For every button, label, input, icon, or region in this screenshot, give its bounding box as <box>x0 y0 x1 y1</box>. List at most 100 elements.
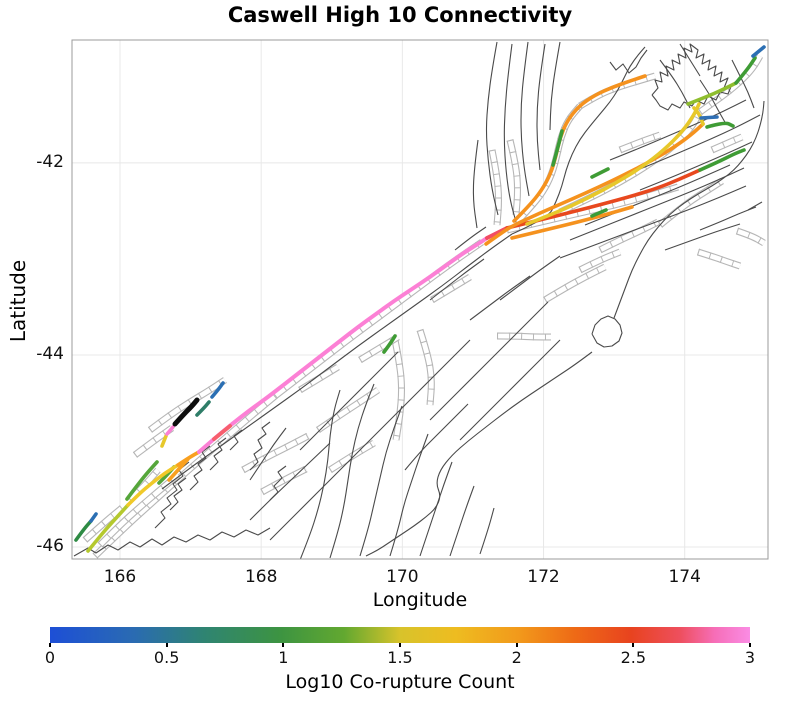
fault-subsection-chain-fill <box>273 240 484 398</box>
colorbar-tick <box>49 643 51 647</box>
fault-trace <box>651 43 733 111</box>
fault-trace <box>472 139 479 229</box>
fault-subsection-chain-fill <box>489 149 501 226</box>
rupture-trace <box>165 425 175 436</box>
fault-subsection-rungs <box>657 178 724 228</box>
fault-subsection-chain-fill <box>392 339 404 441</box>
colorbar-tick <box>749 643 751 647</box>
colorbar-tick-label: 2.5 <box>620 648 647 667</box>
fault-subsection-chain-fill <box>619 132 661 153</box>
fault-subsection-chain-fill <box>697 249 741 269</box>
colorbar-tick-label: 1 <box>278 648 289 667</box>
rupture-trace <box>484 122 705 246</box>
fault-trace <box>659 59 691 109</box>
fault-trace <box>389 433 429 557</box>
colorbar-tick <box>165 643 168 647</box>
y-tick-label: -42 <box>36 151 64 172</box>
rupture-trace <box>699 115 719 120</box>
fault-trace <box>459 339 561 441</box>
fault-subsection-chain-fill <box>578 249 621 273</box>
rupture-trace <box>176 450 201 467</box>
colorbar-label: Log10 Co-rupture Count <box>285 671 515 693</box>
fault-subsection-chain-fill <box>316 388 380 432</box>
colorbar <box>50 627 750 643</box>
fault-trace <box>536 43 546 171</box>
rupture-trace <box>590 167 610 179</box>
fault-trace <box>229 429 243 451</box>
fault-trace <box>520 41 530 197</box>
colorbar-tick-label: 2 <box>511 648 522 667</box>
rupture-trace <box>210 381 225 399</box>
fault-trace <box>429 301 549 421</box>
fault-subsection-chain-fill <box>241 433 310 473</box>
fault-trace <box>169 477 187 511</box>
colorbar-tick <box>399 643 401 647</box>
fault-trace <box>499 255 561 301</box>
fault-subsection-chain-fill <box>128 468 160 502</box>
fault-subsection-rungs <box>92 393 278 559</box>
y-tick-label: -44 <box>36 343 64 364</box>
fault-trace <box>429 258 485 301</box>
x-axis-label: Longitude <box>372 589 468 611</box>
page-title: Caswell High 10 Connectivity <box>227 3 573 27</box>
y-tick-label: -46 <box>36 535 64 556</box>
rupture-trace <box>74 519 93 542</box>
rupture-trace <box>705 121 735 129</box>
fault-trace <box>161 233 513 490</box>
x-tick-label: 170 <box>386 567 419 587</box>
fault-subsection-chain-fill <box>598 219 660 253</box>
fault-trace <box>249 427 287 481</box>
fault-trace <box>699 206 757 231</box>
fault-trace <box>359 405 403 557</box>
x-tick-label: 172 <box>527 567 560 587</box>
rupture-trace <box>172 397 200 427</box>
rupture-trace <box>89 512 98 523</box>
rupture-trace <box>686 81 738 106</box>
rupture-trace <box>698 148 746 172</box>
colorbar-tick <box>632 643 635 647</box>
fault-subsection-chain-fill <box>133 426 174 457</box>
fault-subsection-rungs <box>82 505 125 543</box>
fault-trace <box>365 351 593 557</box>
fault-trace <box>559 185 747 259</box>
rupture-trace <box>195 400 211 417</box>
rupture-trace <box>86 503 130 553</box>
rupture-trace <box>505 168 702 230</box>
fault-trace <box>679 43 701 77</box>
fault-trace <box>419 461 453 557</box>
fault-subsection-chain-fill <box>736 228 766 246</box>
fault-trace <box>404 403 469 471</box>
rupture-trace <box>525 102 701 226</box>
fault-subsection-chain-fill <box>496 333 551 340</box>
fault-subsection-chain-fill <box>93 394 277 558</box>
rupture-trace <box>382 334 397 354</box>
fault-trace <box>269 339 471 541</box>
fault-trace <box>454 226 487 251</box>
fault-trace <box>299 351 399 451</box>
fault-trace <box>209 437 227 471</box>
fault-trace <box>249 421 271 471</box>
fault-subsection-chain-fill <box>298 364 340 393</box>
rupture-trace <box>212 424 232 441</box>
fault-subsection-chain-fill <box>543 264 607 303</box>
colorbar-tick <box>515 643 518 647</box>
fault-subsection-chain-fill <box>430 274 472 303</box>
fault-subsection-chain-fill <box>260 466 308 495</box>
fault-trace <box>731 59 755 109</box>
map-layers <box>73 41 766 559</box>
fault-trace <box>73 527 271 557</box>
fault-trace <box>591 315 623 348</box>
rupture-trace <box>734 56 757 85</box>
fault-subsection-chain-fill <box>507 139 520 216</box>
fault-subsection-chain-fill <box>417 329 434 406</box>
x-tick-label: 174 <box>668 567 701 587</box>
colorbar-tick-label: 0.5 <box>153 648 180 667</box>
fault-trace <box>624 114 761 176</box>
fault-trace <box>549 41 561 131</box>
fault-trace <box>699 79 727 125</box>
rupture-trace <box>590 208 608 218</box>
fault-trace <box>479 507 495 555</box>
fault-subsection-chain-fill <box>698 54 763 114</box>
fault-subsection-chain-fill <box>506 184 679 233</box>
